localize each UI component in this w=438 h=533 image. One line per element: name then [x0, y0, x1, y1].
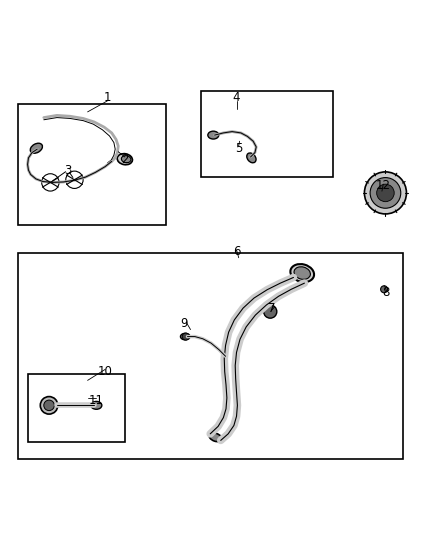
- Circle shape: [381, 286, 388, 293]
- Text: 11: 11: [89, 393, 104, 407]
- Text: 5: 5: [235, 142, 242, 155]
- Ellipse shape: [91, 401, 102, 409]
- Ellipse shape: [294, 267, 311, 279]
- Ellipse shape: [180, 333, 190, 340]
- Ellipse shape: [117, 154, 132, 165]
- Ellipse shape: [30, 143, 42, 154]
- Circle shape: [182, 333, 189, 340]
- Ellipse shape: [247, 153, 256, 163]
- Ellipse shape: [209, 433, 222, 442]
- Bar: [201, 91, 333, 177]
- Bar: [18, 104, 166, 225]
- Circle shape: [364, 172, 406, 214]
- Text: 3: 3: [64, 164, 71, 176]
- Text: 7: 7: [268, 302, 276, 314]
- Text: 12: 12: [376, 179, 391, 192]
- Text: 4: 4: [233, 91, 240, 104]
- Text: 10: 10: [98, 365, 113, 378]
- Text: 8: 8: [382, 286, 389, 300]
- Ellipse shape: [208, 131, 219, 139]
- Circle shape: [370, 177, 401, 208]
- Text: 2: 2: [121, 152, 129, 166]
- Ellipse shape: [121, 156, 131, 163]
- Ellipse shape: [290, 264, 314, 282]
- Text: 6: 6: [233, 245, 240, 257]
- Circle shape: [377, 184, 394, 201]
- Text: 9: 9: [180, 317, 188, 330]
- Bar: [28, 374, 125, 442]
- Circle shape: [44, 400, 54, 410]
- Bar: [18, 253, 403, 459]
- Circle shape: [40, 397, 58, 414]
- Circle shape: [264, 305, 277, 318]
- Text: 1: 1: [103, 91, 111, 104]
